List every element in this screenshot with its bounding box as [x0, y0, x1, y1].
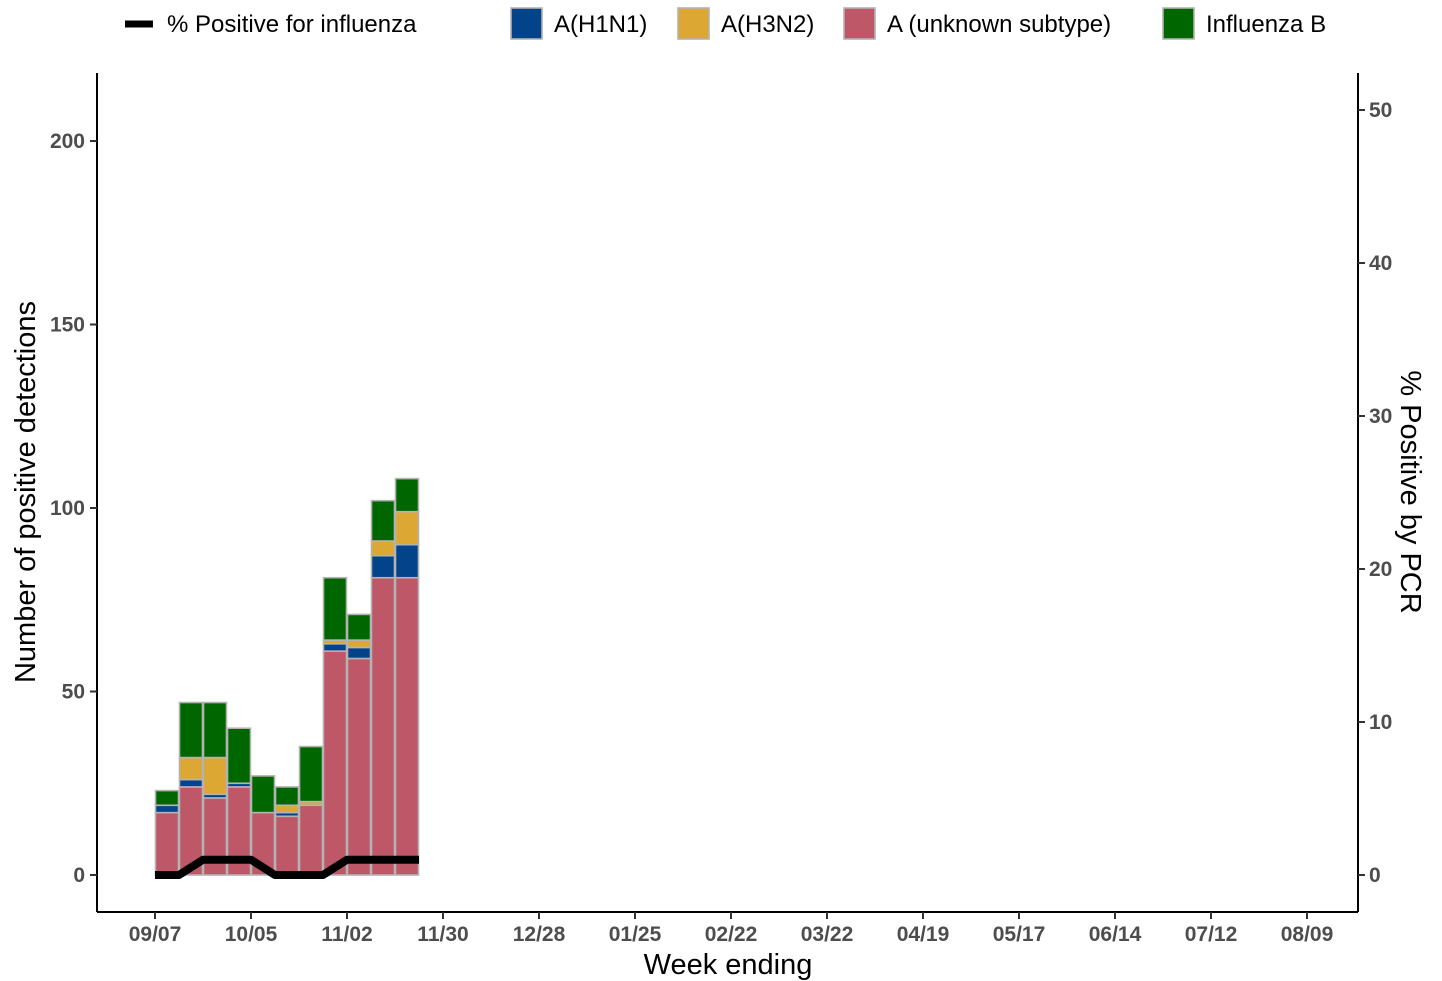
y-tick-label-right: 10: [1369, 711, 1392, 734]
bar-segment: [274, 815, 300, 876]
x-tick-label: 08/09: [1281, 923, 1334, 946]
bar-segment: [202, 756, 228, 796]
x-tick-label: 11/30: [417, 923, 468, 946]
x-tick-label: 04/19: [897, 923, 950, 946]
y-tick-label-left: 50: [62, 681, 85, 704]
y-tick-label-right: 40: [1369, 252, 1392, 275]
bar-segment: [274, 786, 300, 807]
legend-label: A (unknown subtype): [887, 11, 1111, 38]
legend-swatch: [1162, 7, 1195, 40]
line-layer: [155, 855, 419, 879]
bar-segment: [394, 477, 420, 513]
bars-layer: [154, 477, 420, 876]
bar-segment: [250, 775, 276, 814]
bar-segment: [178, 701, 204, 759]
legend-label: A(H3N2): [721, 11, 814, 38]
bar-segment: [202, 701, 228, 759]
legend-swatch: [843, 7, 876, 40]
bar-segment: [178, 756, 204, 781]
bar-segment: [370, 554, 396, 579]
x-axis: 09/07 10/05 11/02 11/30 12/28 01/25 02/22 03/22…: [129, 912, 1334, 946]
y-tick-label-right: 20: [1369, 558, 1392, 581]
bar-segment: [346, 646, 372, 660]
y-tick-label-left: 150: [50, 314, 85, 337]
legend-swatch: [510, 7, 543, 40]
y-tick-label-right: 0: [1369, 864, 1381, 887]
axes-layer: [96, 73, 1359, 913]
x-tick-label: 10/05: [225, 923, 278, 946]
legend-label: Influenza B: [1206, 11, 1326, 38]
bar-segment: [178, 778, 204, 788]
legend-label: % Positive for influenza: [167, 11, 417, 38]
bar-segment: [154, 811, 180, 876]
bar-segment: [322, 576, 348, 641]
y-tick-label-left: 200: [50, 130, 85, 153]
bar-segment: [154, 789, 180, 807]
x-tick-label: 07/12: [1185, 923, 1238, 946]
bar-segment: [394, 576, 420, 876]
y-tick-label-left: 0: [73, 864, 85, 887]
x-tick-label: 05/17: [993, 923, 1046, 946]
bar-segment: [226, 727, 252, 785]
y-axis-right-title: % Positive by PCR: [1394, 370, 1426, 613]
bar-segment: [370, 576, 396, 876]
y-axis-right: 0 10 20 30 40 50: [1358, 99, 1392, 887]
bar-segment: [394, 510, 420, 546]
y-tick-label-right: 50: [1369, 99, 1392, 122]
bar-segment: [346, 657, 372, 876]
y-tick-label-left: 100: [50, 497, 85, 520]
x-tick-label: 12/28: [513, 923, 566, 946]
bar-segment: [370, 499, 396, 542]
x-tick-label: 02/22: [705, 923, 758, 946]
bar-segment: [298, 804, 324, 876]
x-axis-title: Week ending: [644, 949, 813, 981]
x-tick-label: 06/14: [1089, 923, 1142, 946]
percent-positive-line: [155, 855, 419, 879]
y-axis-left-title: Number of positive detections: [10, 301, 42, 683]
x-tick-label: 03/22: [801, 923, 854, 946]
bar-segment: [370, 540, 396, 557]
bar-segment: [322, 642, 348, 652]
x-tick-label: 11/02: [321, 923, 372, 946]
bar-segment: [346, 639, 372, 649]
bar-segment: [322, 650, 348, 876]
y-tick-label-right: 30: [1369, 405, 1392, 428]
bar-segment: [298, 745, 324, 803]
y-axis-left: 0 50 100 150 200: [50, 130, 97, 887]
bar-segment: [394, 543, 420, 579]
x-tick-label: 09/07: [129, 923, 182, 946]
legend: % Positive for influenza A(H1N1) A(H3N2) A …: [125, 7, 1326, 40]
bar-segment: [274, 804, 300, 814]
bar-segment: [346, 613, 372, 641]
bar-segment: [154, 804, 180, 814]
x-tick-label: 01/25: [609, 923, 662, 946]
legend-label: A(H1N1): [554, 11, 647, 38]
legend-swatch: [677, 7, 710, 40]
